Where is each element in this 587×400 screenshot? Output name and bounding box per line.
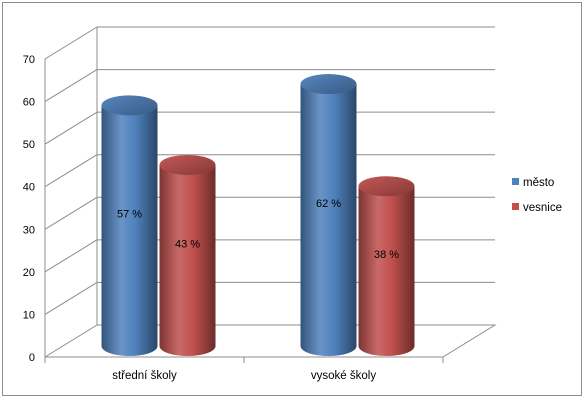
x-tick-label: střední školy [112,370,177,382]
bar-body [358,186,415,356]
axes: 0 10 20 30 40 50 60 70 střední školy vysoké školy [23,27,444,382]
data-label: 38 % [374,249,399,261]
gridline-side [44,324,98,358]
y-tick-label: 30 [23,224,35,236]
legend-label: vesnice [523,202,562,214]
gridline-side [44,239,98,273]
y-tick-label: 50 [23,139,35,151]
x-tick-label: vysoké školy [311,370,376,382]
bar-top [300,74,357,95]
gridline-side [44,196,98,230]
legend: město vesnice [512,177,562,214]
bar-top [101,95,158,116]
data-label: 57 % [117,209,142,221]
y-tick-label: 40 [23,182,35,194]
gridline-side [44,69,98,102]
bar-body [159,164,216,356]
chart-frame: 0 10 20 30 40 50 60 70 střední školy vysoké školy… [2,2,582,396]
bar-chart: 0 10 20 30 40 50 60 70 střední školy vysoké školy… [23,26,562,382]
bar-vesnice-střední školy [159,154,216,356]
bars [101,74,415,357]
gridline-side [44,26,98,60]
bar-body [101,105,158,356]
data-labels: 57 % 43 % 62 % 38 % [117,198,399,261]
legend-swatch [512,203,519,210]
bar-top [159,154,216,175]
bar-město-střední školy [101,95,158,356]
y-tick-label: 60 [23,97,35,109]
gridline-side [44,111,98,145]
legend-swatch [512,178,519,185]
y-tick-label: 70 [23,54,35,66]
data-label: 43 % [175,238,200,250]
legend-label: město [523,177,554,189]
bar-body [300,84,357,357]
bar-top [358,176,415,197]
gridline-side [44,282,98,315]
bar-vesnice-vysoké školy [358,176,415,356]
bar-město-vysoké školy [300,74,357,357]
gridline-side [44,154,98,188]
y-tick-label: 0 [29,352,35,364]
y-tick-label: 10 [23,309,35,321]
data-label: 62 % [316,198,341,210]
y-tick-label: 20 [23,267,35,279]
